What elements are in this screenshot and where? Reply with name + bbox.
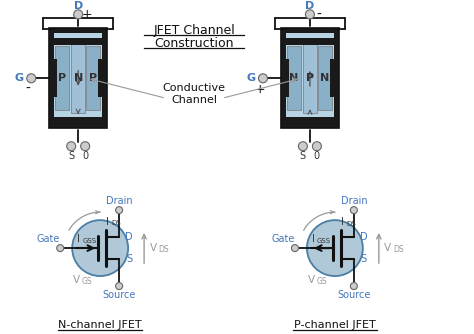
- Circle shape: [307, 220, 363, 276]
- Text: Gate: Gate: [271, 234, 295, 244]
- Text: 0: 0: [314, 151, 320, 161]
- Bar: [98, 59, 102, 98]
- Text: S: S: [361, 254, 367, 264]
- Bar: [330, 59, 334, 98]
- Text: P-channel JFET: P-channel JFET: [294, 320, 376, 330]
- Text: DS: DS: [393, 244, 403, 254]
- Bar: [286, 33, 334, 123]
- Text: P: P: [58, 73, 66, 83]
- Circle shape: [350, 207, 357, 214]
- Text: N: N: [73, 73, 83, 83]
- Circle shape: [305, 10, 314, 19]
- Text: P: P: [306, 73, 314, 83]
- Circle shape: [350, 283, 357, 290]
- Text: S: S: [68, 151, 74, 161]
- Circle shape: [57, 244, 64, 252]
- Text: I: I: [312, 234, 315, 244]
- Circle shape: [67, 142, 76, 151]
- Text: G: G: [246, 73, 255, 83]
- Bar: [285, 59, 289, 98]
- Text: Source: Source: [337, 290, 371, 300]
- Circle shape: [73, 10, 82, 19]
- Text: 0: 0: [82, 151, 88, 161]
- Circle shape: [81, 142, 90, 151]
- Text: V: V: [308, 276, 315, 286]
- Text: -: -: [317, 7, 321, 21]
- Circle shape: [72, 220, 128, 276]
- Text: D: D: [73, 1, 83, 11]
- Text: V: V: [149, 243, 157, 253]
- Circle shape: [292, 244, 299, 252]
- Bar: [285, 117, 335, 124]
- Text: G: G: [15, 73, 24, 83]
- Text: I: I: [77, 234, 80, 244]
- Text: DS: DS: [111, 220, 121, 226]
- Bar: [318, 46, 332, 110]
- Text: I: I: [106, 217, 109, 227]
- Text: I: I: [341, 217, 344, 227]
- Text: D: D: [360, 232, 368, 242]
- Text: GS: GS: [82, 277, 92, 286]
- Text: V: V: [73, 276, 80, 286]
- Circle shape: [258, 74, 267, 83]
- Bar: [281, 28, 339, 128]
- Text: V: V: [384, 243, 392, 253]
- Bar: [54, 33, 102, 123]
- Text: GSS: GSS: [317, 238, 331, 244]
- Circle shape: [116, 283, 123, 290]
- Text: Conductive: Conductive: [163, 83, 226, 93]
- Bar: [53, 59, 57, 98]
- Text: +: +: [82, 8, 92, 21]
- Text: Drain: Drain: [106, 196, 132, 206]
- Bar: [287, 46, 301, 110]
- Text: JFET Channel: JFET Channel: [153, 24, 235, 37]
- Text: N-channel JFET: N-channel JFET: [58, 320, 142, 330]
- Text: Gate: Gate: [36, 234, 60, 244]
- Text: Channel: Channel: [171, 95, 217, 105]
- Bar: [55, 46, 69, 110]
- Text: S: S: [300, 151, 306, 161]
- Text: GS: GS: [316, 277, 327, 286]
- Text: DS: DS: [158, 244, 169, 254]
- Bar: [53, 38, 103, 45]
- Text: D: D: [305, 1, 315, 11]
- Text: -: -: [26, 82, 31, 96]
- Text: +: +: [255, 83, 265, 96]
- Bar: [71, 43, 85, 113]
- Bar: [53, 117, 103, 124]
- Circle shape: [116, 207, 123, 214]
- Text: D: D: [125, 232, 133, 242]
- Bar: [285, 38, 335, 45]
- Bar: [86, 46, 100, 110]
- Circle shape: [299, 142, 308, 151]
- Text: Construction: Construction: [155, 37, 234, 50]
- Circle shape: [312, 142, 321, 151]
- Text: Drain: Drain: [340, 196, 367, 206]
- Text: GSS: GSS: [82, 238, 96, 244]
- Circle shape: [27, 74, 36, 83]
- Text: N: N: [289, 73, 299, 83]
- Text: DS: DS: [346, 221, 356, 227]
- Bar: [49, 28, 107, 128]
- Text: N: N: [320, 73, 329, 83]
- Text: S: S: [126, 254, 132, 264]
- Text: Source: Source: [102, 290, 136, 300]
- Text: P: P: [89, 73, 97, 83]
- Bar: [303, 43, 317, 113]
